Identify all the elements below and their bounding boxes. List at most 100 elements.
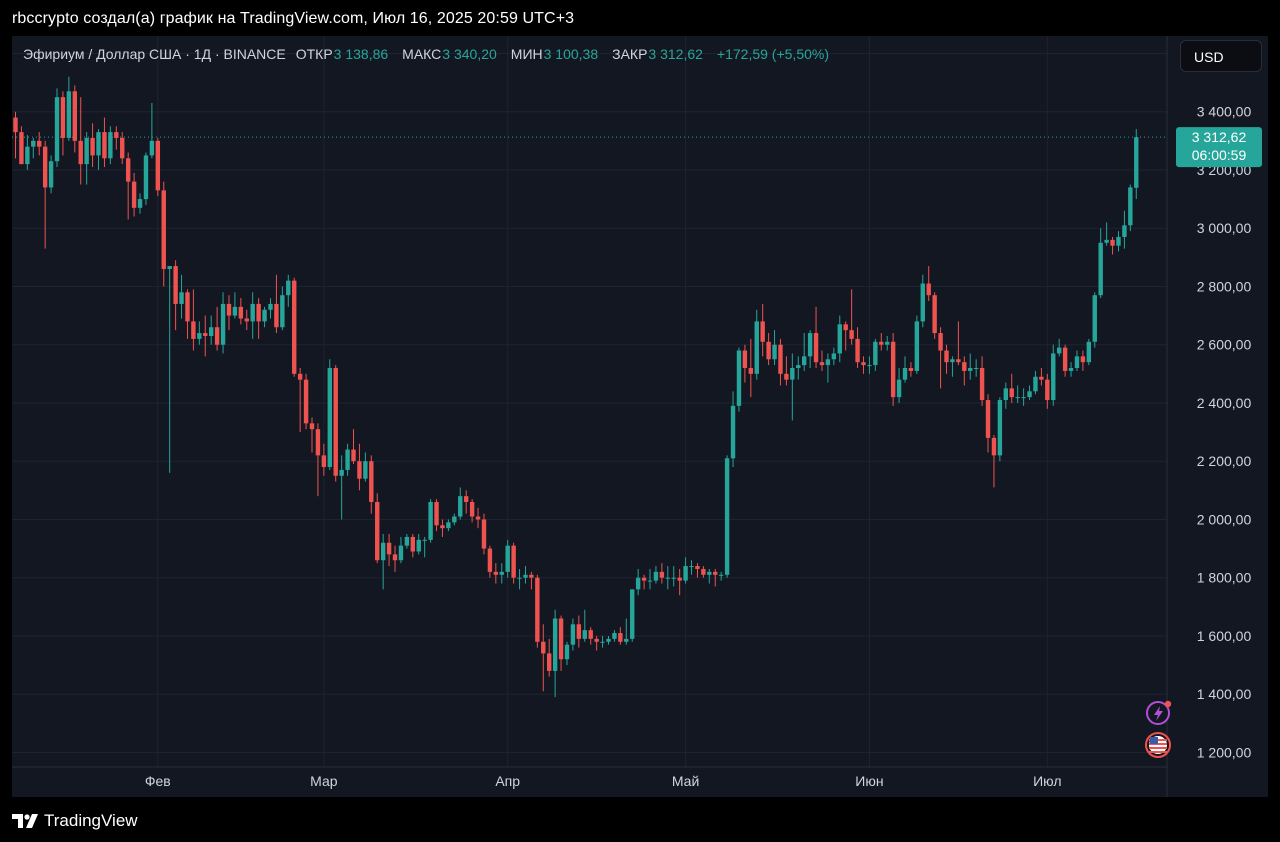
candle[interactable] [297, 368, 303, 433]
candle[interactable] [979, 356, 985, 406]
candle[interactable] [997, 397, 1003, 462]
candle[interactable] [327, 359, 332, 470]
candle[interactable] [452, 513, 457, 526]
symbol-title[interactable]: Эфириум / Доллар США · 1Д · BINANCE [23, 46, 286, 62]
candle[interactable] [469, 499, 475, 523]
candle[interactable] [801, 333, 807, 371]
candle[interactable] [380, 534, 386, 590]
candle[interactable] [695, 563, 700, 578]
candle[interactable] [647, 568, 653, 590]
candle[interactable] [973, 359, 979, 377]
candle[interactable] [778, 338, 783, 386]
candle[interactable] [292, 277, 297, 377]
candle[interactable] [72, 85, 77, 153]
candle[interactable] [1056, 338, 1062, 357]
candle[interactable] [671, 566, 676, 587]
candle[interactable] [487, 545, 493, 578]
candle[interactable] [422, 536, 427, 558]
lightning-icon[interactable] [1146, 700, 1172, 725]
candle[interactable] [131, 172, 137, 217]
candle[interactable] [683, 557, 688, 584]
candle[interactable] [843, 321, 848, 351]
footer-brand[interactable]: TradingView [12, 811, 138, 831]
candle[interactable] [772, 330, 777, 366]
candle[interactable] [280, 286, 285, 331]
candle[interactable] [523, 566, 528, 584]
candle[interactable] [908, 362, 914, 377]
candle[interactable] [1080, 350, 1086, 371]
candle[interactable] [938, 327, 943, 389]
candle[interactable] [143, 152, 149, 205]
candle[interactable] [339, 455, 344, 520]
candle[interactable] [766, 333, 771, 366]
candle[interactable] [428, 499, 433, 543]
candle[interactable] [968, 353, 973, 380]
candle[interactable] [1098, 228, 1103, 299]
candle[interactable] [861, 356, 866, 374]
candle[interactable] [410, 534, 416, 558]
candle[interactable] [375, 493, 380, 564]
candle[interactable] [879, 333, 884, 351]
candle[interactable] [208, 315, 214, 345]
candle[interactable] [1003, 382, 1009, 409]
candle[interactable] [250, 292, 255, 339]
candle[interactable] [926, 266, 931, 302]
candle[interactable] [173, 260, 178, 331]
candle[interactable] [315, 423, 321, 497]
candle[interactable] [659, 563, 665, 584]
candle[interactable] [321, 443, 327, 476]
candle[interactable] [96, 129, 101, 170]
candle[interactable] [309, 417, 315, 453]
candle[interactable] [214, 306, 220, 351]
candle[interactable] [303, 373, 309, 430]
candle[interactable] [1104, 222, 1109, 246]
candle[interactable] [102, 117, 107, 168]
candle[interactable] [641, 574, 647, 590]
candle[interactable] [541, 624, 546, 692]
candle[interactable] [60, 91, 66, 156]
candle[interactable] [600, 635, 605, 648]
candle[interactable] [357, 443, 362, 491]
candle[interactable] [665, 566, 670, 590]
candle[interactable] [588, 627, 593, 645]
candle[interactable] [398, 536, 404, 564]
candle[interactable] [707, 568, 712, 584]
candle[interactable] [713, 568, 718, 587]
candle[interactable] [1051, 344, 1056, 406]
candle[interactable] [1039, 368, 1044, 386]
candle[interactable] [256, 298, 261, 339]
candle[interactable] [689, 560, 694, 575]
candle[interactable] [481, 513, 487, 555]
candle[interactable] [13, 111, 18, 159]
candle[interactable] [1062, 344, 1068, 377]
candle[interactable] [511, 542, 516, 584]
candle[interactable] [120, 132, 125, 165]
candle[interactable] [724, 455, 730, 578]
candle[interactable] [286, 274, 291, 307]
candle[interactable] [920, 274, 925, 328]
candle[interactable] [220, 292, 226, 354]
candle[interactable] [351, 429, 356, 465]
candle[interactable] [161, 181, 166, 287]
candle[interactable] [813, 306, 819, 369]
candle[interactable] [185, 289, 190, 339]
candle[interactable] [125, 152, 131, 220]
candle[interactable] [873, 338, 878, 371]
candle[interactable] [440, 519, 445, 537]
candle[interactable] [66, 76, 72, 141]
candle[interactable] [760, 303, 765, 357]
candle[interactable] [19, 126, 24, 165]
candle[interactable] [944, 344, 949, 374]
candle[interactable] [54, 88, 60, 168]
candle[interactable] [505, 539, 510, 578]
candle[interactable] [42, 140, 48, 249]
candle[interactable] [90, 123, 95, 168]
candle[interactable] [78, 97, 83, 185]
candle[interactable] [25, 135, 30, 170]
candle[interactable] [197, 321, 202, 345]
candle[interactable] [535, 574, 540, 648]
candle[interactable] [819, 350, 825, 371]
candle[interactable] [630, 589, 635, 642]
candle[interactable] [244, 309, 249, 331]
candle[interactable] [612, 630, 617, 642]
